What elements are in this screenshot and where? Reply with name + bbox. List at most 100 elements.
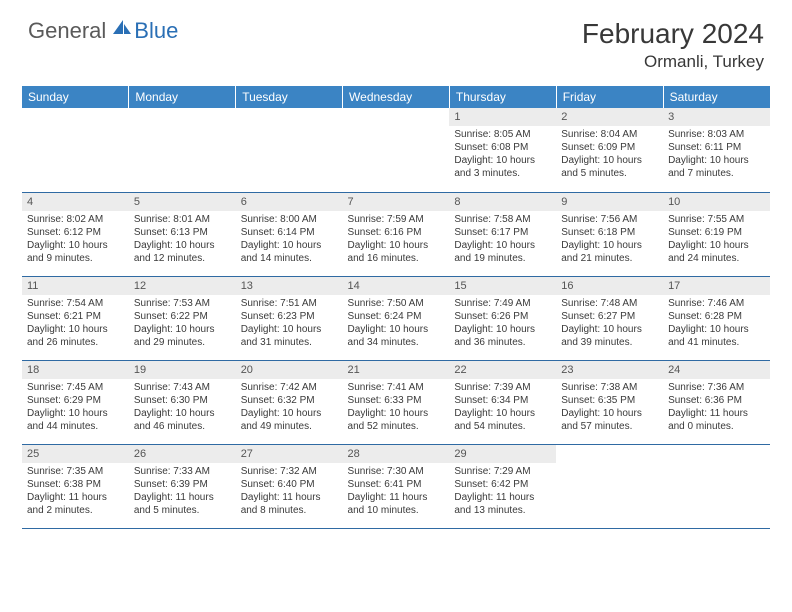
daylight-text: Daylight: 10 hours and 3 minutes.	[454, 154, 551, 180]
daylight-text: Daylight: 10 hours and 54 minutes.	[454, 407, 551, 433]
daylight-text: Daylight: 11 hours and 5 minutes.	[134, 491, 231, 517]
logo-text-general: General	[28, 18, 106, 44]
day-details: Sunrise: 8:04 AMSunset: 6:09 PMDaylight:…	[556, 126, 663, 184]
daylight-text: Daylight: 10 hours and 26 minutes.	[27, 323, 124, 349]
day-details: Sunrise: 7:35 AMSunset: 6:38 PMDaylight:…	[22, 463, 129, 521]
weekday-header: Sunday	[22, 86, 129, 108]
sunset-text: Sunset: 6:40 PM	[241, 478, 338, 491]
calendar-day-cell	[343, 108, 450, 192]
calendar-day-cell: 14Sunrise: 7:50 AMSunset: 6:24 PMDayligh…	[343, 276, 450, 360]
day-number: 22	[449, 361, 556, 379]
day-details: Sunrise: 7:33 AMSunset: 6:39 PMDaylight:…	[129, 463, 236, 521]
day-number: 5	[129, 193, 236, 211]
sunrise-text: Sunrise: 7:45 AM	[27, 381, 124, 394]
day-number	[663, 445, 770, 463]
daylight-text: Daylight: 10 hours and 41 minutes.	[668, 323, 765, 349]
weekday-header: Saturday	[663, 86, 770, 108]
day-details: Sunrise: 8:03 AMSunset: 6:11 PMDaylight:…	[663, 126, 770, 184]
sunrise-text: Sunrise: 7:43 AM	[134, 381, 231, 394]
day-number: 29	[449, 445, 556, 463]
daylight-text: Daylight: 10 hours and 46 minutes.	[134, 407, 231, 433]
calendar-day-cell: 3Sunrise: 8:03 AMSunset: 6:11 PMDaylight…	[663, 108, 770, 192]
day-number: 13	[236, 277, 343, 295]
calendar-day-cell: 21Sunrise: 7:41 AMSunset: 6:33 PMDayligh…	[343, 360, 450, 444]
sunrise-text: Sunrise: 7:35 AM	[27, 465, 124, 478]
calendar-day-cell: 2Sunrise: 8:04 AMSunset: 6:09 PMDaylight…	[556, 108, 663, 192]
sunrise-text: Sunrise: 7:36 AM	[668, 381, 765, 394]
day-number: 17	[663, 277, 770, 295]
day-number: 1	[449, 108, 556, 126]
daylight-text: Daylight: 11 hours and 0 minutes.	[668, 407, 765, 433]
daylight-text: Daylight: 10 hours and 9 minutes.	[27, 239, 124, 265]
daylight-text: Daylight: 10 hours and 57 minutes.	[561, 407, 658, 433]
daylight-text: Daylight: 10 hours and 52 minutes.	[348, 407, 445, 433]
calendar-day-cell: 1 Sunrise: 8:05 AMSunset: 6:08 PMDaylight…	[449, 108, 556, 192]
calendar-day-cell: 22Sunrise: 7:39 AMSunset: 6:34 PMDayligh…	[449, 360, 556, 444]
day-number: 19	[129, 361, 236, 379]
calendar-day-cell	[663, 444, 770, 528]
day-details: Sunrise: 7:43 AMSunset: 6:30 PMDaylight:…	[129, 379, 236, 437]
sunset-text: Sunset: 6:36 PM	[668, 394, 765, 407]
daylight-text: Daylight: 10 hours and 44 minutes.	[27, 407, 124, 433]
day-details: Sunrise: 7:48 AMSunset: 6:27 PMDaylight:…	[556, 295, 663, 353]
sunrise-text: Sunrise: 8:00 AM	[241, 213, 338, 226]
calendar-day-cell: 19Sunrise: 7:43 AMSunset: 6:30 PMDayligh…	[129, 360, 236, 444]
weekday-header: Tuesday	[236, 86, 343, 108]
sunset-text: Sunset: 6:33 PM	[348, 394, 445, 407]
calendar-day-cell: 4Sunrise: 8:02 AMSunset: 6:12 PMDaylight…	[22, 192, 129, 276]
daylight-text: Daylight: 10 hours and 16 minutes.	[348, 239, 445, 265]
logo-sail-icon	[111, 18, 133, 43]
weekday-header: Thursday	[449, 86, 556, 108]
sunset-text: Sunset: 6:12 PM	[27, 226, 124, 239]
day-details: Sunrise: 7:41 AMSunset: 6:33 PMDaylight:…	[343, 379, 450, 437]
sunrise-text: Sunrise: 7:56 AM	[561, 213, 658, 226]
day-details: Sunrise: 7:54 AMSunset: 6:21 PMDaylight:…	[22, 295, 129, 353]
month-title: February 2024	[582, 18, 764, 50]
day-number	[556, 445, 663, 463]
calendar-day-cell: 8Sunrise: 7:58 AMSunset: 6:17 PMDaylight…	[449, 192, 556, 276]
sunset-text: Sunset: 6:17 PM	[454, 226, 551, 239]
calendar-day-cell: 10Sunrise: 7:55 AMSunset: 6:19 PMDayligh…	[663, 192, 770, 276]
daylight-text: Daylight: 10 hours and 7 minutes.	[668, 154, 765, 180]
day-number: 8	[449, 193, 556, 211]
calendar-day-cell	[22, 108, 129, 192]
day-details: Sunrise: 7:42 AMSunset: 6:32 PMDaylight:…	[236, 379, 343, 437]
sunrise-text: Sunrise: 7:38 AM	[561, 381, 658, 394]
day-details: Sunrise: 7:38 AMSunset: 6:35 PMDaylight:…	[556, 379, 663, 437]
sunset-text: Sunset: 6:26 PM	[454, 310, 551, 323]
day-details: Sunrise: 7:58 AMSunset: 6:17 PMDaylight:…	[449, 211, 556, 269]
daylight-text: Daylight: 10 hours and 29 minutes.	[134, 323, 231, 349]
day-details: Sunrise: 8:01 AMSunset: 6:13 PMDaylight:…	[129, 211, 236, 269]
day-number: 15	[449, 277, 556, 295]
sunrise-text: Sunrise: 7:51 AM	[241, 297, 338, 310]
day-number: 9	[556, 193, 663, 211]
day-details: Sunrise: 7:50 AMSunset: 6:24 PMDaylight:…	[343, 295, 450, 353]
sunset-text: Sunset: 6:09 PM	[561, 141, 658, 154]
sunset-text: Sunset: 6:11 PM	[668, 141, 765, 154]
day-details: Sunrise: 7:51 AMSunset: 6:23 PMDaylight:…	[236, 295, 343, 353]
sunrise-text: Sunrise: 8:04 AM	[561, 128, 658, 141]
daylight-text: Daylight: 10 hours and 19 minutes.	[454, 239, 551, 265]
calendar-day-cell: 15Sunrise: 7:49 AMSunset: 6:26 PMDayligh…	[449, 276, 556, 360]
day-number: 20	[236, 361, 343, 379]
daylight-text: Daylight: 11 hours and 10 minutes.	[348, 491, 445, 517]
calendar-body: 1Sunrise: 8:05 AMSunset: 6:08 PMDaylight…	[22, 108, 770, 528]
day-details: Sunrise: 8:00 AMSunset: 6:14 PMDaylight:…	[236, 211, 343, 269]
logo: General Blue	[28, 18, 178, 44]
sunrise-text: Sunrise: 8:05 AM	[454, 128, 551, 141]
sunset-text: Sunset: 6:16 PM	[348, 226, 445, 239]
calendar-week-row: 1Sunrise: 8:05 AMSunset: 6:08 PMDaylight…	[22, 108, 770, 192]
sunset-text: Sunset: 6:08 PM	[454, 141, 551, 154]
calendar-day-cell: 6Sunrise: 8:00 AMSunset: 6:14 PMDaylight…	[236, 192, 343, 276]
daylight-text: Daylight: 11 hours and 8 minutes.	[241, 491, 338, 517]
calendar-week-row: 11Sunrise: 7:54 AMSunset: 6:21 PMDayligh…	[22, 276, 770, 360]
calendar-day-cell: 23Sunrise: 7:38 AMSunset: 6:35 PMDayligh…	[556, 360, 663, 444]
calendar-day-cell: 18Sunrise: 7:45 AMSunset: 6:29 PMDayligh…	[22, 360, 129, 444]
sunrise-text: Sunrise: 7:55 AM	[668, 213, 765, 226]
day-number: 12	[129, 277, 236, 295]
day-number	[236, 108, 343, 126]
sunset-text: Sunset: 6:30 PM	[134, 394, 231, 407]
day-details: Sunrise: 7:36 AMSunset: 6:36 PMDaylight:…	[663, 379, 770, 437]
calendar-day-cell: 20Sunrise: 7:42 AMSunset: 6:32 PMDayligh…	[236, 360, 343, 444]
day-number: 14	[343, 277, 450, 295]
